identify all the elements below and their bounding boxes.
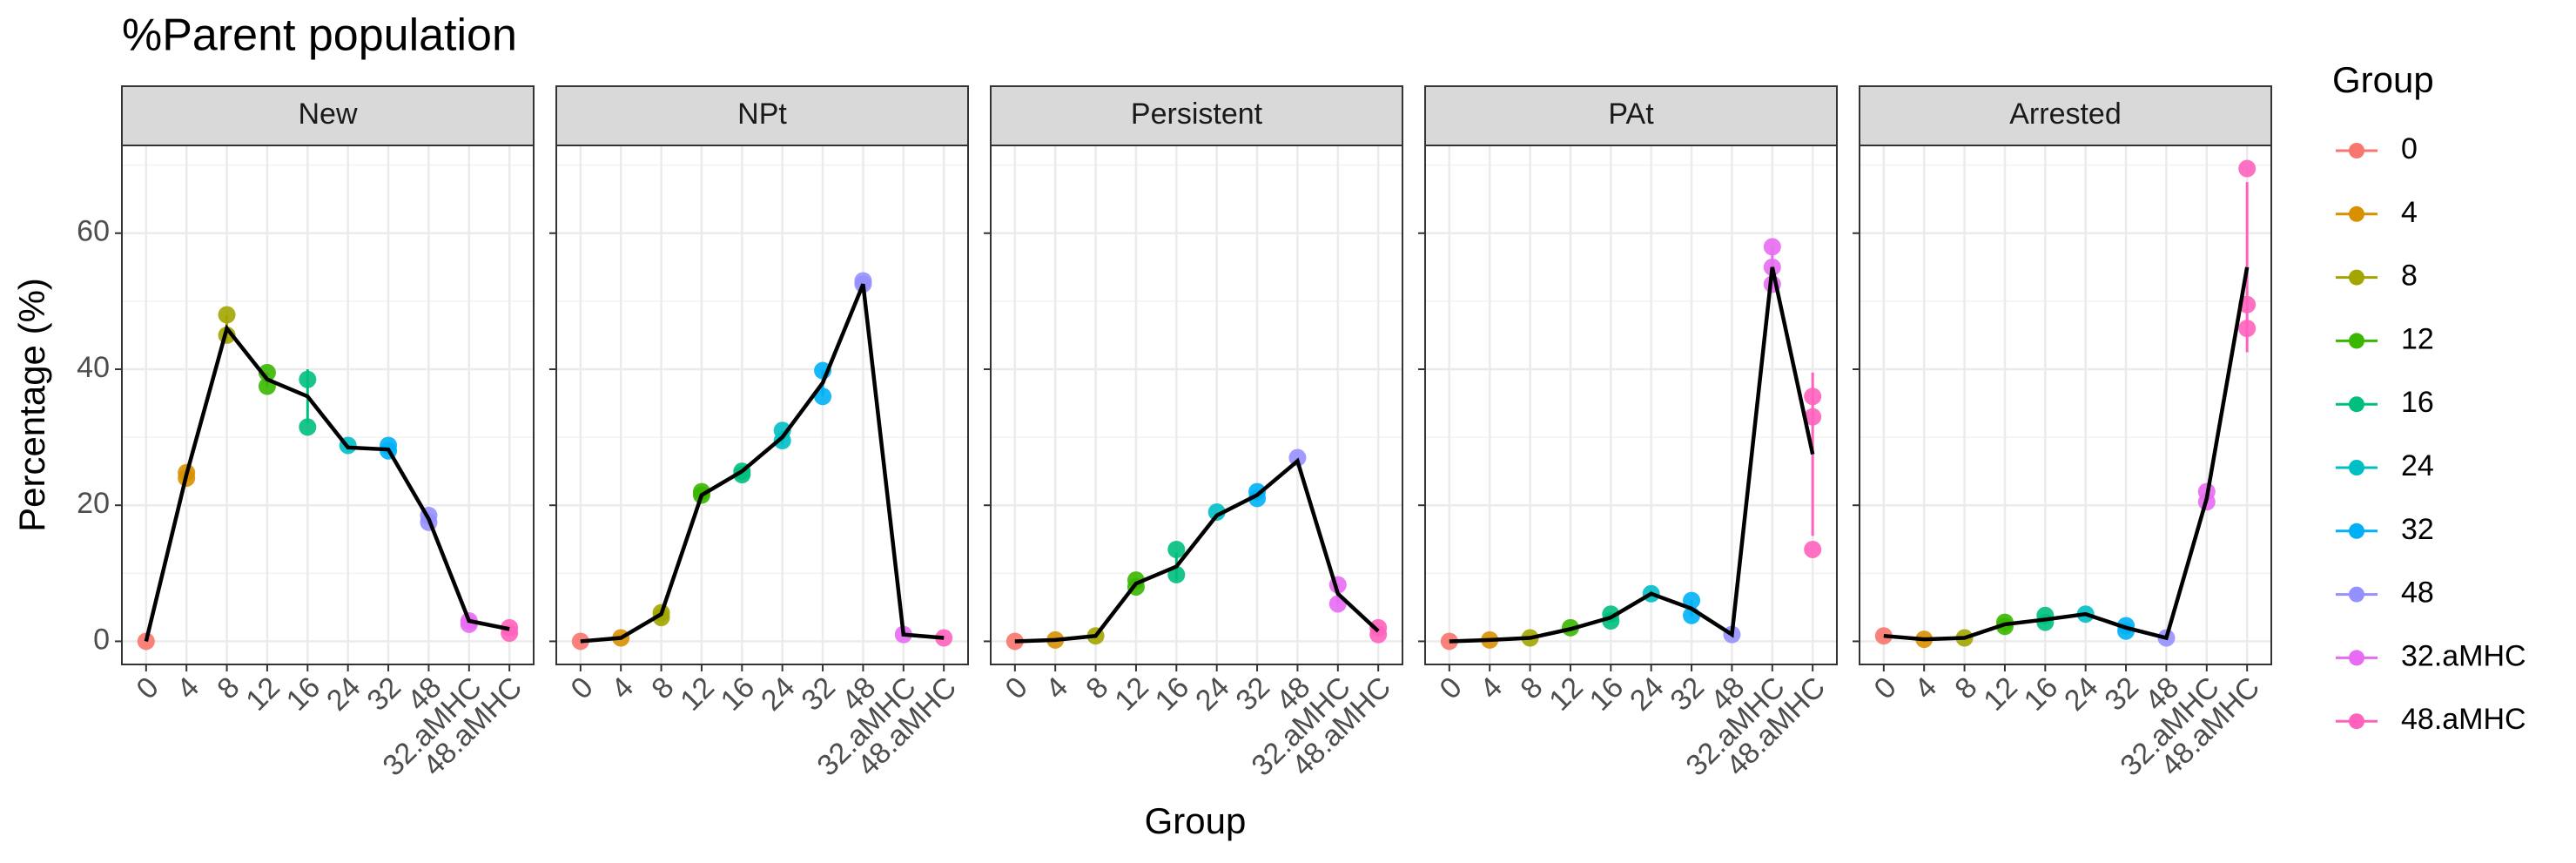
- x-tick-label: 4: [171, 671, 205, 705]
- data-point: [1804, 540, 1822, 558]
- legend-dot: [2349, 333, 2364, 349]
- strip-label: NPt: [737, 98, 787, 131]
- legend-label: 48.aMHC: [2401, 703, 2526, 736]
- legend-label: 12: [2401, 322, 2434, 355]
- data-point: [1288, 448, 1307, 467]
- data-point: [692, 482, 710, 501]
- data-point: [1683, 591, 1701, 610]
- data-point: [2238, 159, 2257, 178]
- x-tick-label: 4: [605, 671, 640, 705]
- strip: [121, 85, 535, 146]
- legend-dot: [2349, 650, 2364, 666]
- y-tick-label: 20: [77, 487, 110, 520]
- x-tick-label: 4: [1039, 671, 1074, 705]
- chart-title: %Parent population: [122, 10, 517, 61]
- data-point: [299, 418, 317, 436]
- data-point: [1804, 388, 1822, 406]
- panel-border: [1859, 145, 2272, 665]
- strip: [555, 85, 969, 146]
- strip: [1859, 85, 2272, 146]
- data-point: [814, 388, 832, 406]
- x-axis-label: Group: [1145, 800, 1247, 841]
- legend-label: 4: [2401, 196, 2418, 229]
- strip-label: Arrested: [2009, 98, 2122, 131]
- data-point: [1167, 540, 1186, 558]
- legend-label: 32.aMHC: [2401, 639, 2526, 672]
- data-point: [1207, 503, 1226, 522]
- panel: [1425, 145, 1837, 664]
- x-tick-label: 8: [1948, 671, 1983, 705]
- x-tick-label: 8: [211, 671, 245, 705]
- legend-dot: [2349, 396, 2364, 413]
- data-point: [218, 306, 236, 324]
- y-axis-label: Percentage (%): [11, 278, 52, 532]
- mean-line: [1014, 457, 1380, 644]
- x-tick-label: 8: [645, 671, 680, 705]
- data-point: [854, 272, 872, 290]
- data-point: [1369, 618, 1388, 637]
- panel-border: [1424, 145, 1838, 665]
- data-point: [773, 421, 791, 440]
- legend-dot: [2349, 206, 2364, 222]
- x-tick-label: 4: [1908, 671, 1943, 705]
- strip-label: New: [298, 98, 357, 131]
- y-tick-label: 60: [77, 215, 110, 248]
- mean-line: [1449, 266, 1815, 644]
- legend-title: Group: [2332, 59, 2434, 100]
- panel: [556, 145, 968, 664]
- legend-dot: [2349, 713, 2364, 730]
- panel: [122, 145, 534, 664]
- y-tick-label: 0: [93, 623, 110, 656]
- panel: [1860, 145, 2271, 664]
- legend-dot: [2349, 143, 2364, 158]
- strip-label: Persistent: [1131, 98, 1263, 131]
- legend-label: 24: [2401, 449, 2434, 482]
- legend-dot: [2349, 269, 2364, 286]
- data-point: [1127, 571, 1145, 590]
- x-tick-label: 4: [1474, 671, 1509, 705]
- x-tick-label: 0: [131, 671, 165, 705]
- x-tick-label: 0: [1868, 671, 1903, 705]
- legend-dot: [2349, 523, 2364, 539]
- x-tick-label: 8: [1079, 671, 1114, 705]
- strip-label: PAt: [1608, 98, 1654, 131]
- legend-label: 16: [2401, 386, 2434, 419]
- legend-dot: [2349, 586, 2364, 603]
- strip: [1424, 85, 1838, 146]
- legend-label: 8: [2401, 260, 2418, 293]
- panel-border: [555, 145, 969, 665]
- x-tick-label: 0: [1434, 671, 1469, 705]
- x-tick-label: 8: [1514, 671, 1549, 705]
- mean-line: [144, 324, 510, 642]
- legend-label: 32: [2401, 513, 2434, 546]
- y-tick-label: 40: [77, 351, 110, 384]
- x-tick-label: 0: [999, 671, 1034, 705]
- legend-label: 0: [2401, 132, 2418, 165]
- data-point: [299, 370, 317, 388]
- mean-line: [580, 283, 945, 644]
- mean-line: [1883, 266, 2250, 642]
- x-tick-label: 0: [565, 671, 600, 705]
- legend-label: 48: [2401, 576, 2434, 610]
- panel-border: [990, 145, 1403, 665]
- data-point: [1804, 408, 1822, 426]
- data-point: [2238, 320, 2257, 338]
- data-point: [1763, 238, 1781, 256]
- panel-border: [121, 145, 535, 665]
- legend-dot: [2349, 460, 2364, 475]
